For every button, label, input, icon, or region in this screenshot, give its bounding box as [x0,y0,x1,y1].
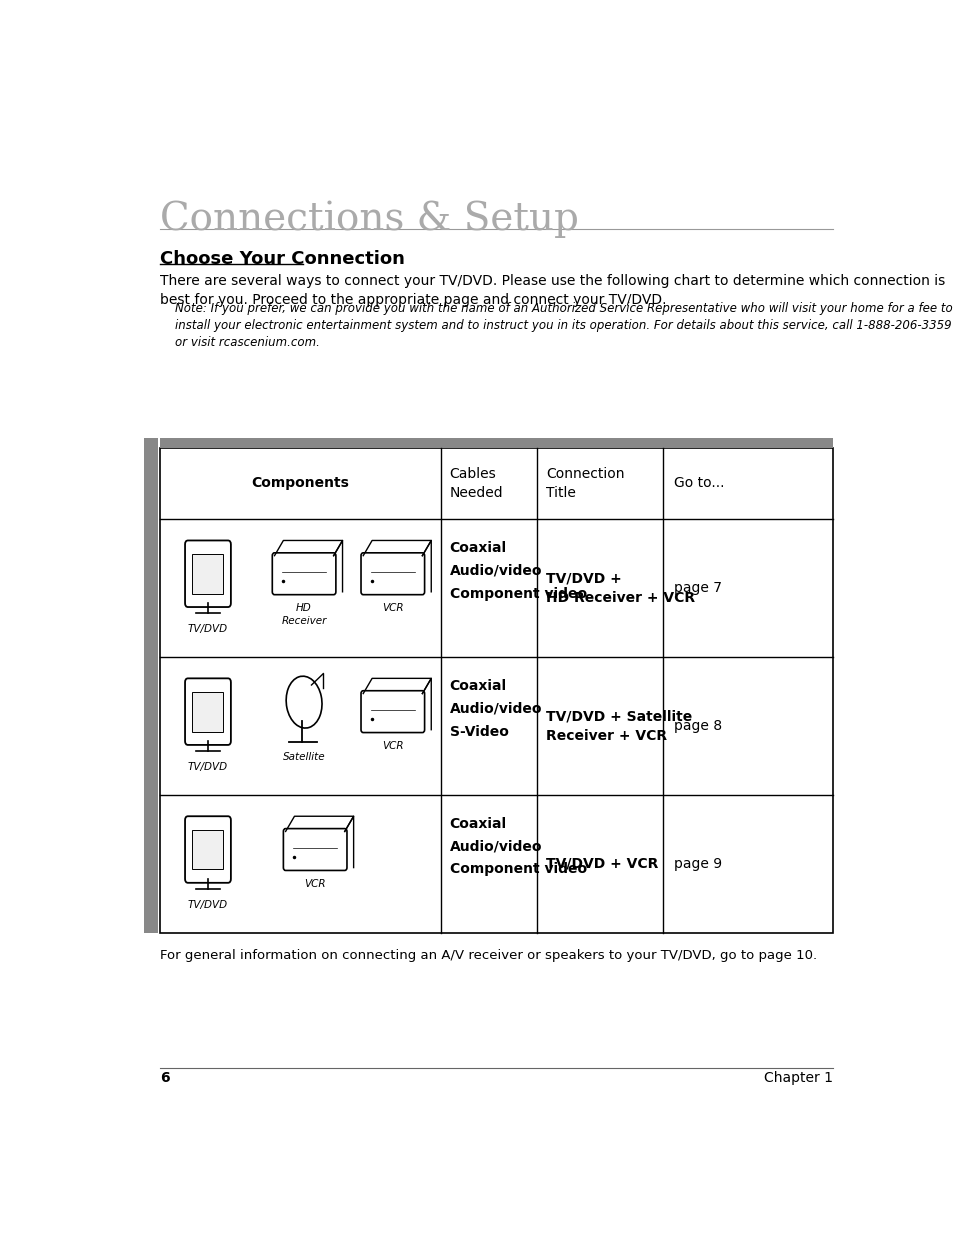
Text: page 8: page 8 [673,719,721,732]
Text: Connections & Setup: Connections & Setup [160,200,578,238]
Text: Cables
Needed: Cables Needed [449,467,503,500]
Bar [160,448,832,932]
Text: For general information on connecting an A/V receiver or speakers to your TV/DVD: For general information on connecting an… [160,948,816,962]
Text: Connection
Title: Connection Title [545,467,623,500]
FancyBboxPatch shape [360,690,424,732]
Text: Note: If you prefer, we can provide you with the name of an Authorized Service R: Note: If you prefer, we can provide you … [160,303,952,350]
Text: TV/DVD: TV/DVD [188,762,228,772]
Text: TV/DVD: TV/DVD [188,900,228,910]
Bar [193,692,223,731]
Text: TV/DVD: TV/DVD [188,624,228,634]
Bar [193,553,223,594]
Text: VCR: VCR [381,603,403,614]
Text: Components: Components [252,477,349,490]
Text: HD
Receiver: HD Receiver [281,603,327,626]
Text: Coaxial
Audio/video
Component video: Coaxial Audio/video Component video [449,541,586,600]
Text: TV/DVD + VCR: TV/DVD + VCR [545,857,658,871]
Text: page 7: page 7 [673,580,721,595]
Text: TV/DVD + Satellite
Receiver + VCR: TV/DVD + Satellite Receiver + VCR [545,709,691,742]
FancyBboxPatch shape [185,816,231,883]
Text: Go to...: Go to... [673,477,723,490]
Text: Coaxial
Audio/video
Component video: Coaxial Audio/video Component video [449,816,586,877]
Text: page 9: page 9 [673,857,721,871]
Ellipse shape [286,677,322,729]
FancyBboxPatch shape [185,678,231,745]
Text: VCR: VCR [381,741,403,751]
Text: Chapter 1: Chapter 1 [763,1071,832,1086]
Text: Coaxial
Audio/video
S-Video: Coaxial Audio/video S-Video [449,679,541,739]
Text: 6: 6 [160,1071,170,1086]
Bar [193,830,223,869]
FancyBboxPatch shape [272,553,335,595]
FancyBboxPatch shape [283,829,347,871]
Bar [160,438,832,448]
Text: Satellite: Satellite [282,752,325,762]
Text: TV/DVD +
HD Receiver + VCR: TV/DVD + HD Receiver + VCR [545,572,694,605]
Bar [144,438,158,932]
Text: There are several ways to connect your TV/DVD. Please use the following chart to: There are several ways to connect your T… [160,274,944,308]
Text: VCR: VCR [304,879,326,889]
FancyBboxPatch shape [185,541,231,608]
FancyBboxPatch shape [360,553,424,595]
Text: Choose Your Connection: Choose Your Connection [160,249,404,268]
